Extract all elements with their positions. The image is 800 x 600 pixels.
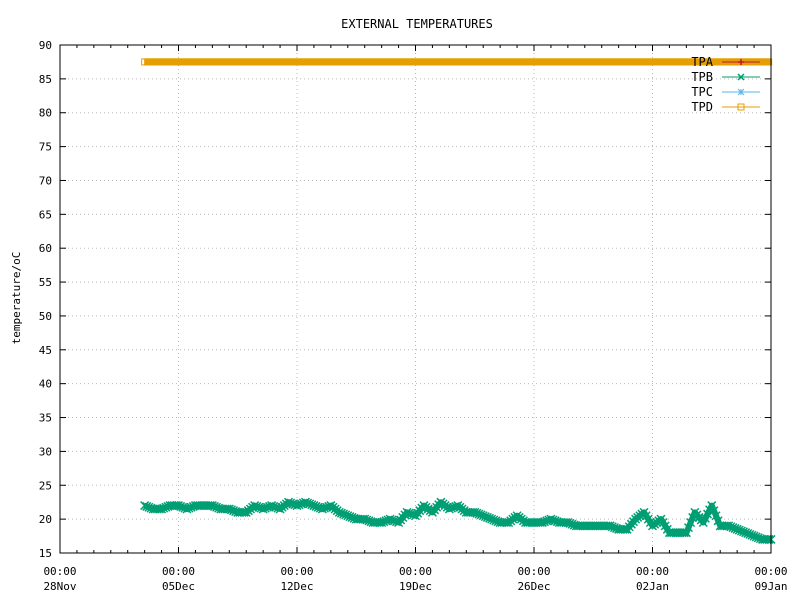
x-tick-date: 26Dec [517,580,550,593]
legend-label-tpd: TPD [691,100,713,114]
x-tick-time: 00:00 [280,565,313,578]
y-tick-label: 30 [39,445,52,458]
y-tick-label: 45 [39,344,52,357]
y-tick-label: 65 [39,208,52,221]
y-tick-label: 70 [39,174,52,187]
x-tick-time: 00:00 [754,565,787,578]
x-tick-date: 12Dec [280,580,313,593]
x-tick-time: 00:00 [43,565,76,578]
x-tick-time: 00:00 [399,565,432,578]
y-tick-label: 90 [39,39,52,52]
legend-label-tpb: TPB [691,70,713,84]
y-tick-label: 80 [39,107,52,120]
y-tick-label: 40 [39,378,52,391]
x-tick-date: 19Dec [399,580,432,593]
x-tick-time: 00:00 [162,565,195,578]
y-tick-label: 25 [39,479,52,492]
y-tick-label: 60 [39,242,52,255]
chart-title: EXTERNAL TEMPERATURES [341,17,493,31]
x-tick-time: 00:00 [636,565,669,578]
y-axis-label: temperature/oC [10,252,23,345]
series-tpd [142,59,772,65]
legend-label-tpa: TPA [691,55,713,69]
y-tick-label: 15 [39,547,52,560]
y-tick-label: 35 [39,412,52,425]
data-point [738,89,744,95]
x-tick-date: 02Jan [636,580,669,593]
legend-label-tpc: TPC [691,85,713,99]
y-tick-label: 75 [39,141,52,154]
y-tick-label: 55 [39,276,52,289]
y-tick-label: 50 [39,310,52,323]
x-tick-date: 09Jan [754,580,787,593]
x-tick-time: 00:00 [517,565,550,578]
x-tick-date: 05Dec [162,580,195,593]
y-tick-label: 20 [39,513,52,526]
x-tick-date: 28Nov [43,580,76,593]
y-tick-label: 85 [39,73,52,86]
